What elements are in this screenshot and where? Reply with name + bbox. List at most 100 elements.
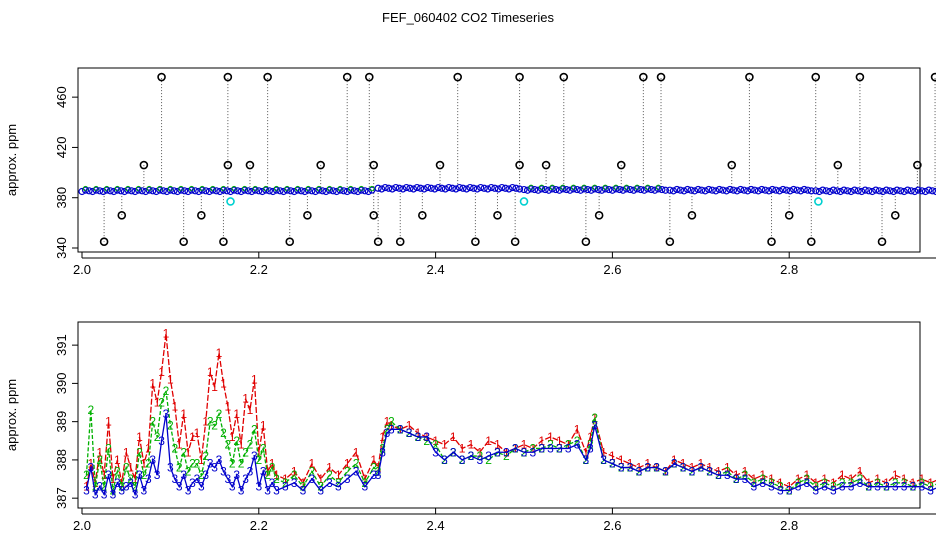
series-3-point: 3	[636, 464, 643, 478]
baseline-point	[754, 187, 762, 195]
series-1-point: 1	[600, 445, 607, 459]
baseline-point	[205, 187, 213, 196]
baseline-point	[262, 186, 270, 194]
baseline-point	[142, 187, 150, 196]
series-3-point: 3	[216, 453, 223, 467]
high-spike-point	[855, 72, 865, 82]
series-1-point: 1	[370, 453, 377, 467]
series-3-point: 3	[512, 441, 519, 455]
series-3-point: 3	[503, 445, 510, 459]
baseline-point	[826, 187, 834, 196]
baseline-point	[904, 186, 912, 194]
baseline-point	[374, 184, 382, 192]
baseline-point	[269, 187, 277, 196]
bottom-y-tick-label: 387	[54, 487, 69, 509]
series-3-point: 3	[158, 434, 165, 448]
bottom-spike-point	[471, 237, 480, 247]
series-1-point: 1	[171, 399, 178, 413]
baseline-point	[340, 187, 348, 195]
series-3-point: 3	[167, 461, 174, 475]
bottom-data-marks: 1111111111111111111111111111111111111111…	[83, 327, 936, 501]
baseline-point	[131, 187, 139, 196]
baseline-point-green	[369, 185, 375, 192]
baseline-point	[740, 186, 748, 194]
series-3-point: 3	[618, 461, 625, 475]
baseline-point	[722, 187, 731, 195]
series-3-point: 3	[308, 472, 315, 486]
baseline-point	[687, 186, 695, 194]
bottom-spike-point	[877, 237, 887, 247]
series-2-point: 2	[83, 468, 90, 482]
baseline-point	[202, 187, 210, 195]
baseline-point	[872, 186, 880, 194]
series-3-point: 3	[384, 426, 391, 440]
series-2-point: 2	[547, 438, 554, 452]
baseline-point	[120, 187, 129, 196]
mid-spike-point	[541, 160, 551, 170]
baseline-point	[420, 185, 428, 193]
series-3-point: 3	[101, 487, 108, 501]
baseline-point	[673, 185, 681, 194]
baseline-point	[368, 186, 376, 194]
baseline-point	[712, 187, 720, 195]
series-3-point: 3	[883, 480, 890, 494]
top-x-tick-label: 2.4	[427, 262, 445, 277]
series-1-point: 1	[883, 476, 890, 490]
baseline-point	[772, 186, 780, 194]
series-2-point: 2	[96, 453, 103, 467]
baseline-point	[195, 187, 203, 196]
baseline-point	[301, 187, 309, 196]
bottom-y-tick-label: 389	[54, 411, 69, 433]
series-2-point: 2	[768, 476, 775, 490]
top-y-axis-label: approx. ppm	[4, 124, 19, 196]
series-1-point: 1	[317, 472, 324, 486]
mid-spike-point	[727, 160, 737, 170]
baseline-point	[241, 186, 249, 194]
baseline-point	[761, 186, 769, 194]
baseline-point	[658, 185, 666, 194]
baseline-point	[173, 187, 182, 196]
bottom-x-tick-label: 2.0	[73, 518, 91, 533]
baseline-point	[691, 187, 699, 195]
baseline-point	[226, 187, 235, 196]
series-1-point: 1	[618, 453, 625, 467]
low-spike-point	[369, 211, 379, 220]
series-3-point: 3	[242, 472, 249, 486]
series-2-point: 2	[812, 480, 819, 494]
baseline-point	[545, 186, 553, 194]
baseline-point	[462, 185, 471, 193]
baseline-point	[719, 186, 727, 194]
baseline-point	[180, 187, 189, 195]
mid-spike-point	[515, 160, 524, 170]
baseline-point	[694, 185, 702, 194]
baseline-point	[594, 185, 602, 194]
series-3-point: 3	[379, 445, 386, 459]
baseline-point	[357, 186, 365, 194]
series-2-point: 2	[141, 468, 148, 482]
series-2-point: 2	[388, 415, 395, 429]
bottom-x-tick-label: 2.6	[603, 518, 621, 533]
baseline-point	[124, 186, 132, 194]
cyan-point	[814, 197, 823, 206]
series-1-point: 1	[87, 457, 94, 471]
baseline-point	[729, 186, 738, 194]
baseline-point	[534, 186, 542, 194]
series-2-point: 2	[335, 476, 342, 490]
series-3-point: 3	[132, 487, 139, 501]
baseline-point	[669, 187, 677, 195]
series-3-point: 3	[450, 445, 457, 459]
baseline-point	[452, 185, 460, 193]
baseline-point	[318, 187, 327, 195]
baseline-point	[364, 187, 373, 196]
baseline-point	[701, 187, 709, 195]
baseline-point	[548, 185, 556, 193]
series-3-point: 3	[233, 468, 240, 482]
baseline-point	[705, 185, 713, 194]
mid-spike-point	[245, 160, 255, 170]
series-1-point: 1	[282, 472, 289, 486]
series-1-point: 1	[260, 418, 267, 432]
series-1-point: 1	[901, 472, 908, 486]
series-2-point: 2	[830, 480, 837, 494]
baseline-point	[424, 183, 432, 192]
